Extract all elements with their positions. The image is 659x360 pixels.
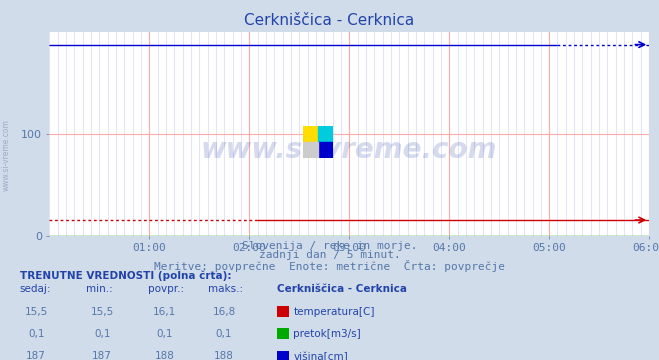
Text: Cerkniščica - Cerknica: Cerkniščica - Cerknica	[244, 13, 415, 28]
Text: 16,8: 16,8	[212, 307, 236, 317]
Text: 0,1: 0,1	[215, 329, 233, 339]
Text: 187: 187	[92, 351, 112, 360]
Text: TRENUTNE VREDNOSTI (polna črta):: TRENUTNE VREDNOSTI (polna črta):	[20, 271, 231, 281]
Text: 0,1: 0,1	[28, 329, 45, 339]
Text: višina[cm]: višina[cm]	[293, 351, 348, 360]
Text: 187: 187	[26, 351, 46, 360]
Text: 16,1: 16,1	[153, 307, 177, 317]
Text: min.:: min.:	[86, 284, 113, 294]
Text: 0,1: 0,1	[156, 329, 173, 339]
Text: 188: 188	[155, 351, 175, 360]
Text: www.si-vreme.com: www.si-vreme.com	[201, 136, 498, 165]
Text: Cerkniščica - Cerknica: Cerkniščica - Cerknica	[277, 284, 407, 294]
Text: temperatura[C]: temperatura[C]	[293, 307, 375, 317]
Text: Slovenija / reke in morje.: Slovenija / reke in morje.	[242, 241, 417, 251]
Text: pretok[m3/s]: pretok[m3/s]	[293, 329, 361, 339]
Bar	[318, 126, 333, 142]
Bar	[303, 142, 318, 158]
Text: 188: 188	[214, 351, 234, 360]
Text: sedaj:: sedaj:	[20, 284, 51, 294]
Text: 0,1: 0,1	[94, 329, 111, 339]
Text: 15,5: 15,5	[24, 307, 48, 317]
Text: povpr.:: povpr.:	[148, 284, 185, 294]
Text: 15,5: 15,5	[90, 307, 114, 317]
Bar	[318, 142, 333, 158]
Text: maks.:: maks.:	[208, 284, 243, 294]
Text: www.si-vreme.com: www.si-vreme.com	[2, 119, 11, 191]
Text: Meritve: povprečne  Enote: metrične  Črta: povprečje: Meritve: povprečne Enote: metrične Črta:…	[154, 260, 505, 272]
Text: zadnji dan / 5 minut.: zadnji dan / 5 minut.	[258, 250, 401, 260]
Bar	[303, 126, 318, 142]
